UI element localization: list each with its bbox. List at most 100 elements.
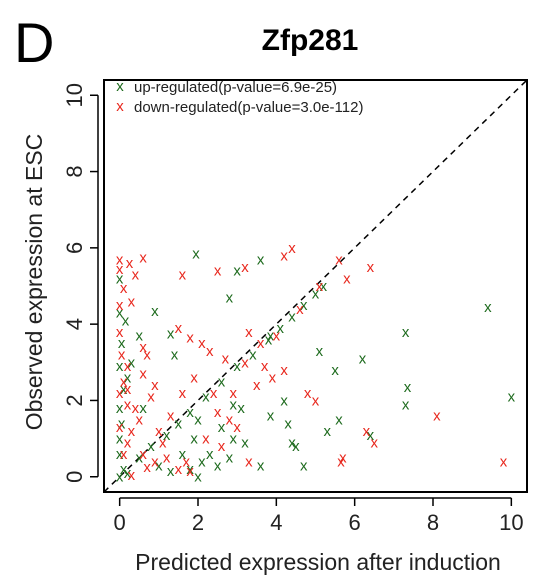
down-regulated-point: x: [269, 370, 277, 387]
up-regulated-point: x: [316, 343, 324, 360]
down-regulated-point: x: [335, 251, 343, 268]
x-tick-label: 4: [270, 510, 282, 535]
up-regulated-point: x: [128, 354, 136, 371]
up-regulated-point: x: [202, 389, 210, 406]
up-regulated-point: x: [194, 412, 202, 429]
down-regulated-point: x: [151, 453, 159, 470]
down-regulated-point: x: [116, 385, 124, 402]
down-regulated-point: x: [190, 370, 198, 387]
down-regulated-point: x: [245, 324, 253, 341]
x-tick-label: 6: [349, 510, 361, 535]
up-regulated-point: x: [198, 453, 206, 470]
y-tick-label: 0: [62, 471, 87, 483]
down-regulated-point: x: [167, 408, 175, 425]
up-regulated-point: x: [206, 446, 214, 463]
x-tick-label: 2: [192, 510, 204, 535]
up-regulated-point: x: [367, 427, 375, 444]
down-regulated-point: x: [296, 301, 304, 318]
down-regulated-point: x: [120, 373, 128, 390]
up-regulated-point: x: [175, 415, 183, 432]
up-regulated-point: x: [300, 457, 308, 474]
down-regulated-point: x: [214, 263, 222, 280]
up-regulated-point: x: [194, 469, 202, 486]
up-regulated-point: x: [118, 415, 126, 432]
down-regulated-point: x: [210, 385, 218, 402]
up-regulated-point: x: [136, 328, 144, 345]
legend: x up-regulated(p-value=6.9e-25) x down-r…: [116, 78, 363, 116]
up-regulated-point: x: [280, 392, 288, 409]
up-regulated-point: x: [167, 463, 175, 480]
up-regulated-point: x: [267, 328, 275, 345]
down-regulated-point: x: [183, 453, 191, 470]
up-regulated-point: x: [404, 379, 412, 396]
up-regulated-point: x: [267, 408, 275, 425]
down-regulated-point: x: [343, 270, 351, 287]
up-regulated-point: x: [186, 461, 194, 478]
up-regulated-point: x: [179, 446, 187, 463]
down-regulated-point: x: [128, 293, 136, 310]
down-regulated-point: x: [179, 267, 187, 284]
x-tick-label: 10: [499, 510, 523, 535]
down-regulated-point: x: [116, 261, 124, 278]
down-regulated-point: x: [500, 453, 508, 470]
up-regulated-point: x: [226, 289, 234, 306]
y-tick-label: 6: [62, 242, 87, 254]
down-regulated-point: x: [139, 249, 147, 266]
up-regulated-point: x: [163, 427, 171, 444]
y-tick-label: 2: [62, 394, 87, 406]
down-regulated-point: x: [128, 423, 136, 440]
down-regulated-point: x: [214, 404, 222, 421]
down-regulated-point: x: [116, 297, 124, 314]
down-regulated-point: x: [371, 434, 379, 451]
panel-letter: D: [14, 11, 54, 74]
up-regulated-point: x: [116, 469, 124, 486]
up-regulated-point: x: [218, 373, 226, 390]
up-regulated-point: x: [147, 438, 155, 455]
down-regulated-point: x: [120, 280, 128, 297]
up-regulated-point: x: [230, 431, 238, 448]
up-regulated-point: x: [335, 412, 343, 429]
plot-frame: [103, 79, 528, 493]
down-regulated-point: x: [339, 450, 347, 467]
up-regulated-point: x: [218, 419, 226, 436]
up-regulated-point: x: [214, 457, 222, 474]
up-regulated-point: x: [230, 396, 238, 413]
down-regulated-point: x: [304, 385, 312, 402]
x-tick-label: 0: [114, 510, 126, 535]
up-regulated-point: x: [300, 297, 308, 314]
up-regulated-point: x: [241, 434, 249, 451]
up-regulated-point: x: [120, 381, 128, 398]
down-regulated-point: x: [175, 461, 183, 478]
y-tick-label: 10: [62, 83, 87, 107]
up-regulated-point: x: [136, 450, 144, 467]
up-regulated-point: x: [331, 362, 339, 379]
down-regulated-point: x: [198, 335, 206, 352]
up-regulated-point: x: [249, 347, 257, 364]
down-regulated-point: x: [124, 381, 132, 398]
up-regulated-point: x: [226, 450, 234, 467]
y-axis: 0 2 4 6 8 10: [62, 83, 99, 483]
up-regulated-point: x: [186, 404, 194, 421]
up-regulated-point: x: [237, 400, 245, 417]
down-regulated-point: x: [116, 251, 124, 268]
down-regulated-point: x: [241, 259, 249, 276]
down-regulated-point: x: [159, 434, 167, 451]
down-regulated-point: x: [186, 330, 194, 347]
up-regulated-point: x: [277, 320, 285, 337]
up-regulated-point: x: [116, 446, 124, 463]
up-regulated-point: x: [120, 461, 128, 478]
down-regulated-point: x: [147, 389, 155, 406]
down-regulated-point: x: [139, 339, 147, 356]
down-regulated-point: x: [163, 450, 171, 467]
up-regulated-point: x: [320, 278, 328, 295]
down-regulated-point: x: [118, 347, 126, 364]
down-regulated-point: x: [363, 423, 371, 440]
down-regulated-point: x: [120, 446, 128, 463]
up-regulated-point: x: [116, 358, 124, 375]
down-regulated-point: x: [433, 408, 441, 425]
down-regulated-point: x: [245, 453, 253, 470]
up-regulated-point: x: [151, 303, 159, 320]
down-regulated-point: x: [116, 324, 124, 341]
